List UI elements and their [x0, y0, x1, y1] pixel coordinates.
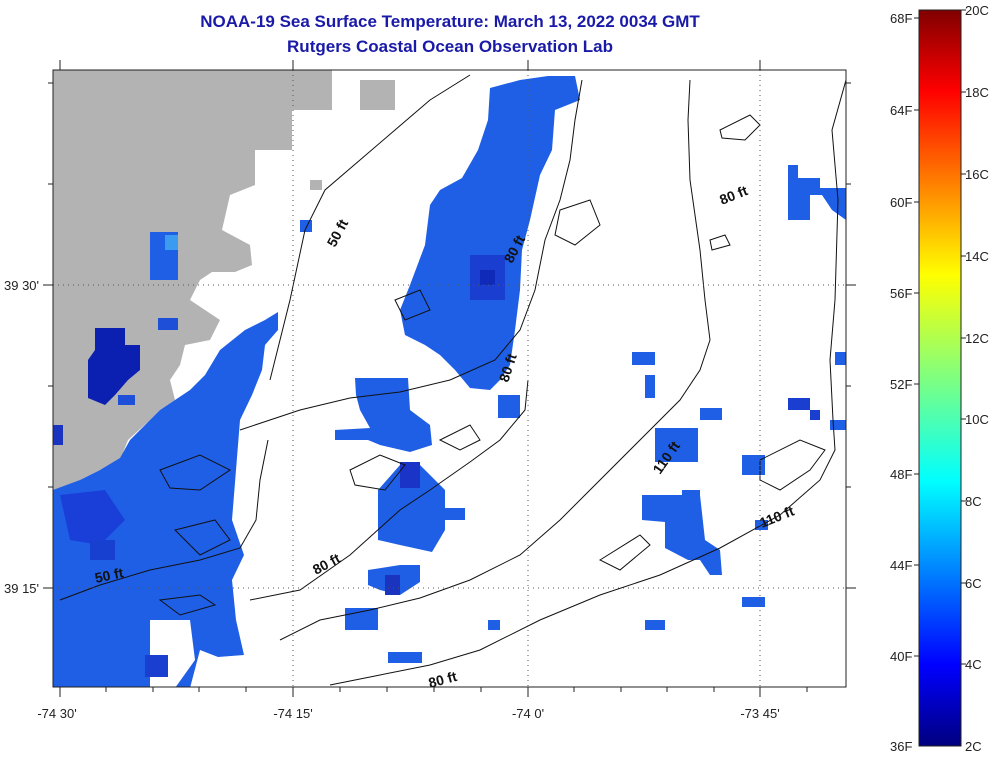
scale-label-c: 18C [965, 85, 989, 100]
lon-label: -74 15' [273, 706, 312, 721]
lon-label: -74 30' [37, 706, 76, 721]
scale-label-f: 40F [890, 649, 912, 664]
land-patch [310, 180, 322, 190]
lat-label: 39 30' [4, 278, 39, 293]
scale-label-c: 2C [965, 739, 982, 754]
scale-label-f: 44F [890, 558, 912, 573]
contour-label: 50 ft [93, 564, 125, 586]
axis-ticks [43, 60, 856, 697]
sst-pixels [53, 76, 846, 687]
scale-label-f: 56F [890, 286, 912, 301]
map-subtitle: Rutgers Coastal Ocean Observation Lab [287, 37, 613, 56]
land-mass [53, 70, 332, 500]
color-scale-bar [918, 9, 962, 747]
scale-label-c: 14C [965, 249, 989, 264]
color-scale: 68F 64F 60F 56F 52F 48F 44F 40F 36F 20C … [890, 3, 989, 754]
scale-label-f: 68F [890, 11, 912, 26]
scale-label-c: 6C [965, 576, 982, 591]
scale-label-c: 16C [965, 167, 989, 182]
scale-label-c: 8C [965, 494, 982, 509]
lat-label: 39 15' [4, 581, 39, 596]
contour-label: 80 ft [427, 668, 459, 691]
lon-label: -73 45' [740, 706, 779, 721]
scale-label-f: 52F [890, 377, 912, 392]
scale-label-c: 20C [965, 3, 989, 18]
graticule [53, 70, 846, 687]
bathymetry-contours [59, 74, 846, 686]
lon-label: -74 0' [512, 706, 544, 721]
map-frame [52, 69, 847, 688]
scale-label-f: 36F [890, 739, 912, 754]
land-patch [360, 80, 395, 110]
scale-label-f: 64F [890, 103, 912, 118]
scale-label-f: 48F [890, 467, 912, 482]
map-title: NOAA-19 Sea Surface Temperature: March 1… [200, 12, 700, 31]
scale-label-c: 4C [965, 657, 982, 672]
scale-label-f: 60F [890, 195, 912, 210]
scale-label-c: 12C [965, 331, 989, 346]
scale-label-c: 10C [965, 412, 989, 427]
